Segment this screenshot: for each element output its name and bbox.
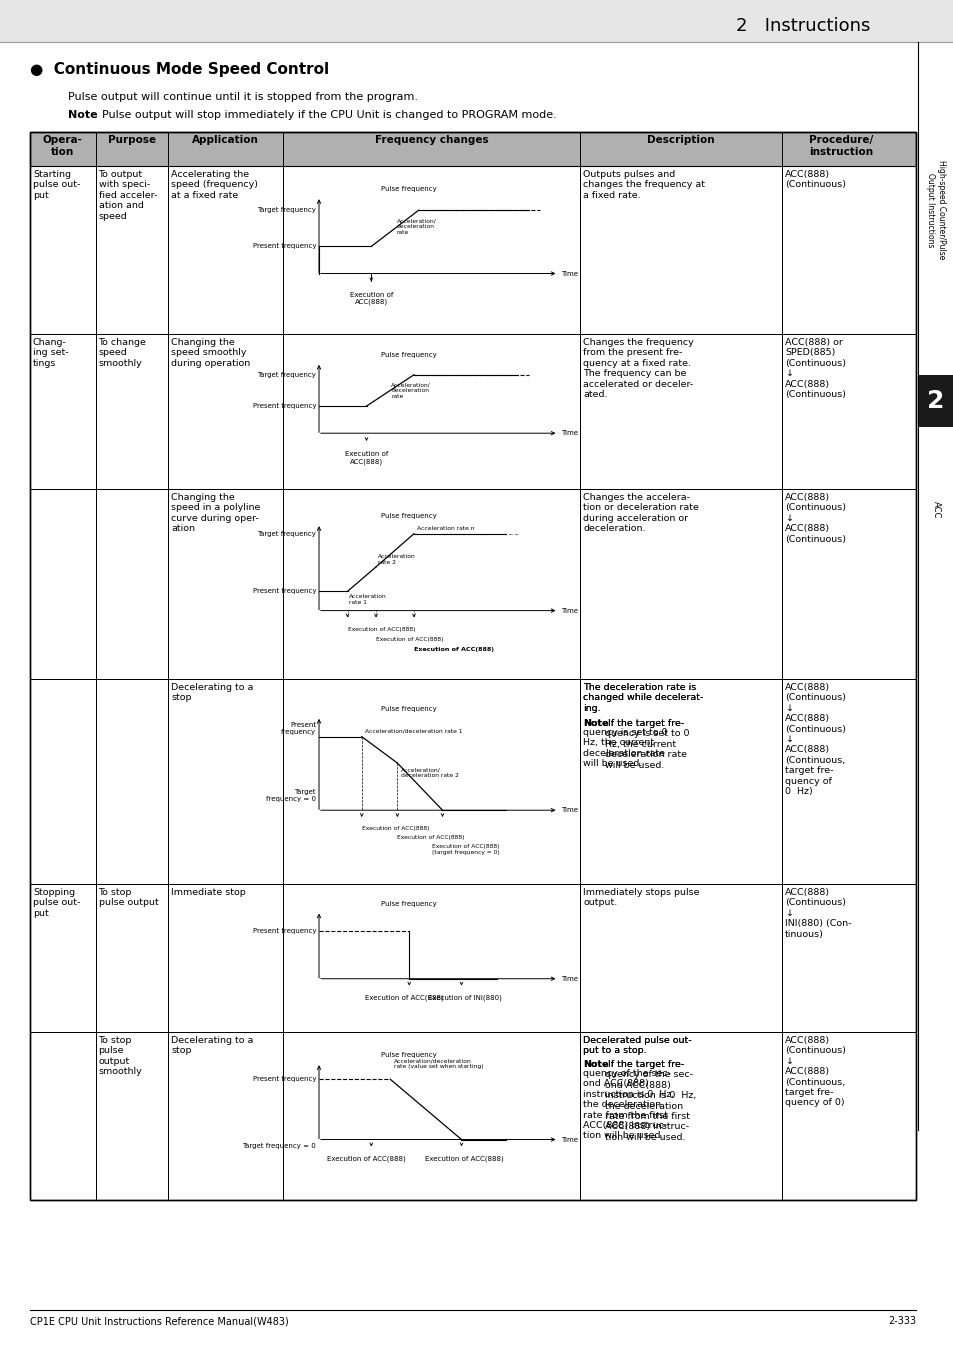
- Text: To output
with speci-
fied acceler-
ation and
speed: To output with speci- fied acceler- atio…: [98, 170, 157, 220]
- Text: Note: Note: [68, 109, 97, 120]
- Text: Acceleration rate n: Acceleration rate n: [416, 525, 474, 531]
- Text: Starting
pulse out-
put: Starting pulse out- put: [33, 170, 80, 200]
- Text: ACC: ACC: [930, 501, 940, 518]
- Text: Execution of
ACC(888): Execution of ACC(888): [349, 292, 393, 305]
- Text: Outputs pulses and
changes the frequency at
a fixed rate.: Outputs pulses and changes the frequency…: [582, 170, 704, 200]
- Text: Acceleration
rate 2: Acceleration rate 2: [377, 554, 416, 564]
- Text: The deceleration rate is
changed while decelerat-
ing.: The deceleration rate is changed while d…: [582, 683, 703, 713]
- Text: 2   Instructions: 2 Instructions: [735, 18, 869, 35]
- Text: Decelerating to a
stop: Decelerating to a stop: [171, 683, 253, 702]
- Text: ACC(888)
(Continuous): ACC(888) (Continuous): [784, 170, 845, 189]
- Text: Target frequency: Target frequency: [257, 531, 315, 537]
- Text: Execution of ACC(888): Execution of ACC(888): [361, 826, 429, 832]
- Text: If the target fre-
quency is set to 0
Hz, the current
deceleration rate
will be : If the target fre- quency is set to 0 Hz…: [604, 720, 689, 770]
- Text: If the target fre-: If the target fre-: [604, 720, 683, 728]
- Text: Pulse output will continue until it is stopped from the program.: Pulse output will continue until it is s…: [68, 92, 417, 103]
- Text: Present frequency: Present frequency: [253, 404, 315, 409]
- Text: Acceleration/
deceleration
rate: Acceleration/ deceleration rate: [391, 382, 431, 398]
- Text: Decelerating to a
stop: Decelerating to a stop: [171, 1035, 253, 1056]
- Text: Execution of
ACC(888): Execution of ACC(888): [344, 451, 388, 464]
- Bar: [30, 132, 915, 1200]
- Text: Execution of ACC(888): Execution of ACC(888): [327, 1156, 405, 1162]
- Text: ACC(888)
(Continuous)
↓
ACC(888)
(Continuous)
↓
ACC(888)
(Continuous,
target fre: ACC(888) (Continuous) ↓ ACC(888) (Contin…: [784, 683, 845, 796]
- Text: Acceleration
rate 1: Acceleration rate 1: [348, 594, 386, 605]
- Text: Acceleration/
deceleration
rate: Acceleration/ deceleration rate: [396, 217, 436, 235]
- Text: Execution of ACC(888): Execution of ACC(888): [397, 836, 464, 840]
- Text: Pulse frequency: Pulse frequency: [381, 513, 436, 520]
- Text: Pulse frequency: Pulse frequency: [381, 1052, 436, 1058]
- Text: Pulse frequency: Pulse frequency: [381, 186, 436, 192]
- Text: Note: Note: [582, 720, 608, 728]
- Text: Present frequency: Present frequency: [253, 927, 315, 934]
- Bar: [0, 0, 953, 42]
- Text: To stop
pulse output: To stop pulse output: [98, 888, 158, 907]
- Text: Chang-
ing set-
tings: Chang- ing set- tings: [33, 338, 69, 367]
- Text: Pulse frequency: Pulse frequency: [381, 900, 436, 907]
- Text: Target frequency: Target frequency: [257, 371, 315, 378]
- Text: Execution of ACC(888): Execution of ACC(888): [375, 637, 443, 641]
- Text: Time: Time: [561, 1137, 578, 1142]
- Text: Time: Time: [561, 608, 578, 614]
- Text: Execution of ACC(888): Execution of ACC(888): [364, 995, 443, 1002]
- Text: Execution of INI(880): Execution of INI(880): [427, 995, 501, 1002]
- Text: Changing the
speed in a polyline
curve during oper-
ation: Changing the speed in a polyline curve d…: [171, 493, 260, 533]
- Text: Frequency changes: Frequency changes: [375, 135, 488, 144]
- Text: Note: Note: [582, 1060, 608, 1069]
- Text: Present frequency: Present frequency: [253, 243, 315, 250]
- Text: Target frequency: Target frequency: [257, 207, 315, 213]
- Text: ACC(888)
(Continuous)
↓
ACC(888)
(Continuous,
target fre-
quency of 0): ACC(888) (Continuous) ↓ ACC(888) (Contin…: [784, 1035, 845, 1107]
- Text: Decelerated pulse out-
put to a stop.: Decelerated pulse out- put to a stop.: [582, 1035, 691, 1056]
- Text: quency is set to 0
Hz, the current
deceleration rate
will be used.: quency is set to 0 Hz, the current decel…: [582, 728, 667, 768]
- Text: Application: Application: [193, 135, 259, 144]
- Text: Pulse output will stop immediately if the CPU Unit is changed to PROGRAM mode.: Pulse output will stop immediately if th…: [95, 109, 557, 120]
- Text: Target
frequency = 0: Target frequency = 0: [266, 788, 315, 802]
- Text: Execution of ACC(888): Execution of ACC(888): [347, 626, 415, 632]
- Text: Time: Time: [561, 807, 578, 813]
- Text: Acceleration/deceleration
rate (value set when starting): Acceleration/deceleration rate (value se…: [394, 1058, 483, 1069]
- Text: quency of the sec-
ond ACC(888)
instruction is 0  Hz,
the deceleration
rate from: quency of the sec- ond ACC(888) instruct…: [582, 1069, 674, 1141]
- Text: Acceleration/deceleration rate 1: Acceleration/deceleration rate 1: [364, 729, 462, 733]
- Text: ACC(888)
(Continuous)
↓
ACC(888)
(Continuous): ACC(888) (Continuous) ↓ ACC(888) (Contin…: [784, 493, 845, 544]
- Text: 2-333: 2-333: [887, 1316, 915, 1326]
- Text: Acceleration/
deceleration rate 2: Acceleration/ deceleration rate 2: [401, 767, 458, 778]
- Text: The deceleration rate is
changed while decelerat-
ing.: The deceleration rate is changed while d…: [582, 683, 703, 713]
- Text: Description: Description: [647, 135, 714, 144]
- Text: 2: 2: [926, 389, 943, 413]
- Text: Target frequency = 0: Target frequency = 0: [242, 1142, 315, 1149]
- Text: Purpose: Purpose: [108, 135, 155, 144]
- Text: High-speed Counter/Pulse
Output Instructions: High-speed Counter/Pulse Output Instruct…: [924, 161, 945, 259]
- Text: Note: Note: [582, 720, 608, 728]
- Text: Decelerated pulse out-
put to a stop.: Decelerated pulse out- put to a stop.: [582, 1035, 691, 1056]
- Text: Changing the
speed smoothly
during operation: Changing the speed smoothly during opera…: [171, 338, 251, 367]
- Bar: [917, 375, 953, 427]
- Text: Changes the frequency
from the present fre-
quency at a fixed rate.
The frequenc: Changes the frequency from the present f…: [582, 338, 693, 400]
- Text: Present frequency: Present frequency: [253, 1076, 315, 1083]
- Text: Opera-
tion: Opera- tion: [43, 135, 83, 157]
- Text: Immediately stops pulse
output.: Immediately stops pulse output.: [582, 888, 699, 907]
- Text: Stopping
pulse out-
put: Stopping pulse out- put: [33, 888, 80, 918]
- Text: Present
frequency: Present frequency: [280, 722, 315, 734]
- Bar: [30, 132, 915, 1200]
- Text: Changes the accelera-
tion or deceleration rate
during acceleration or
decelerat: Changes the accelera- tion or decelerati…: [582, 493, 699, 533]
- Text: Execution of ACC(888)
(target frequency = 0): Execution of ACC(888) (target frequency …: [432, 844, 499, 855]
- Text: If the target fre-
quency of the sec-
ond ACC(888)
instruction is 0  Hz,
the dec: If the target fre- quency of the sec- on…: [604, 1060, 696, 1142]
- Text: Immediate stop: Immediate stop: [171, 888, 246, 896]
- Text: Procedure/
instruction: Procedure/ instruction: [808, 135, 872, 157]
- Text: ACC(888)
(Continuous)
↓
INI(880) (Con-
tinuous): ACC(888) (Continuous) ↓ INI(880) (Con- t…: [784, 888, 851, 938]
- Text: If the target fre-: If the target fre-: [604, 1060, 683, 1069]
- Text: To change
speed
smoothly: To change speed smoothly: [98, 338, 146, 367]
- Text: Time: Time: [561, 270, 578, 277]
- Text: To stop
pulse
output
smoothly: To stop pulse output smoothly: [98, 1035, 142, 1076]
- Text: ACC(888) or
SPED(885)
(Continuous)
↓
ACC(888)
(Continuous): ACC(888) or SPED(885) (Continuous) ↓ ACC…: [784, 338, 845, 400]
- Text: Time: Time: [561, 976, 578, 981]
- Text: ●  Continuous Mode Speed Control: ● Continuous Mode Speed Control: [30, 62, 329, 77]
- Bar: [30, 132, 915, 166]
- Text: Execution of ACC(888): Execution of ACC(888): [425, 1156, 503, 1162]
- Text: CP1E CPU Unit Instructions Reference Manual(W483): CP1E CPU Unit Instructions Reference Man…: [30, 1316, 289, 1326]
- Text: Pulse frequency: Pulse frequency: [381, 352, 436, 358]
- Text: Present frequency: Present frequency: [253, 589, 315, 594]
- Text: Time: Time: [561, 431, 578, 436]
- Text: Accelerating the
speed (frequency)
at a fixed rate: Accelerating the speed (frequency) at a …: [171, 170, 258, 200]
- Text: Pulse frequency: Pulse frequency: [381, 706, 436, 711]
- Text: Note: Note: [582, 1060, 608, 1069]
